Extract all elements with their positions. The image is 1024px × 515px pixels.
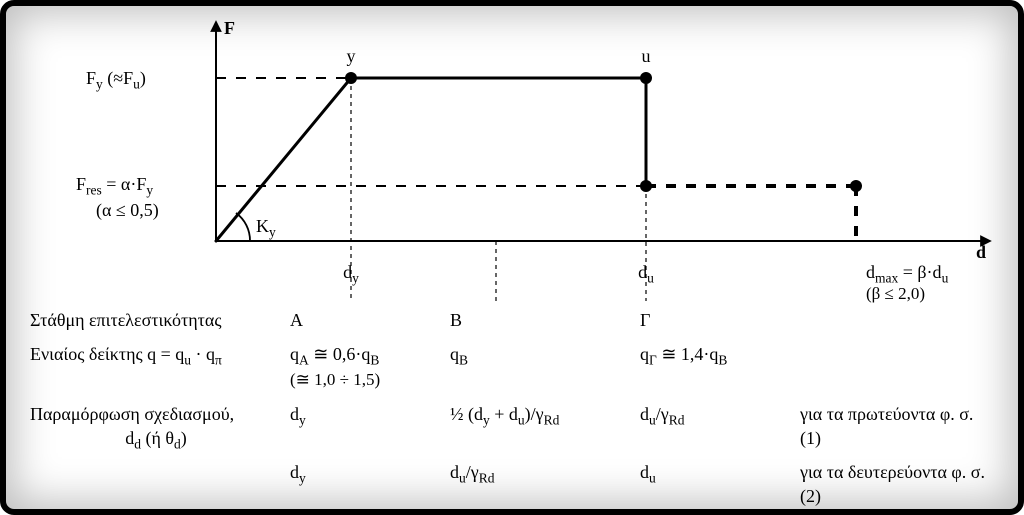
def2-G: du	[636, 458, 796, 486]
tick-dmax: dmax = β·du (β ≤ 2,0)	[866, 262, 948, 304]
x-axis-label: d	[976, 242, 986, 263]
row-unified-index: Ενιαίος δείκτης q = qu · qπ qA ≅ 0,6·qB …	[26, 340, 998, 393]
alpha-note: (α ≤ 0,5)	[96, 200, 159, 221]
index-A: qA ≅ 0,6·qB (≅ 1,0 ÷ 1,5)	[286, 340, 446, 393]
figure-frame: F d Fy (≈Fu) Fres = α·Fy (α ≤ 0,5) y u K…	[0, 0, 1024, 515]
def-label: Παραμόρφωση σχεδιασμού, dd (ή θd)	[26, 400, 286, 453]
legend-table: Στάθμη επιτελεστικότητας A B Γ Ενιαίος δ…	[26, 306, 998, 515]
point-y-label: y	[347, 46, 356, 67]
x-tick-labels: dy du dmax = β·du (β ≤ 2,0)	[6, 262, 1018, 302]
level-B: B	[446, 306, 636, 334]
y-axis-label: F	[224, 18, 235, 39]
row-design-deformation-2: dy du/γRd du για τα δευτερεύοντα φ. σ. (…	[26, 458, 998, 511]
def2-B: du/γRd	[446, 458, 636, 486]
level-G: Γ	[636, 306, 796, 334]
index-G: qΓ ≅ 1,4·qB	[636, 340, 796, 368]
def1-note: για τα πρωτεύοντα φ. σ. (1)	[796, 400, 998, 453]
Fy-label: Fy (≈Fu)	[86, 68, 146, 89]
level-label: Στάθμη επιτελεστικότητας	[26, 306, 286, 334]
level-A: A	[286, 306, 446, 334]
def1-A: dy	[286, 400, 446, 428]
tick-dy: dy	[343, 262, 359, 283]
def1-G: du/γRd	[636, 400, 796, 428]
Fres-label: Fres = α·Fy	[76, 174, 153, 195]
def1-B: ½ (dy + du)/γRd	[446, 400, 636, 428]
row-performance-level: Στάθμη επιτελεστικότητας A B Γ	[26, 306, 998, 334]
Ky-label: Ky	[256, 216, 276, 237]
def2-A: dy	[286, 458, 446, 486]
point-u-label: u	[642, 46, 651, 67]
tick-du: du	[638, 262, 654, 283]
index-label: Ενιαίος δείκτης q = qu · qπ	[26, 340, 286, 368]
index-B: qB	[446, 340, 636, 368]
def2-note: για τα δευτερεύοντα φ. σ. (2)	[796, 458, 998, 511]
row-design-deformation-1: Παραμόρφωση σχεδιασμού, dd (ή θd) dy ½ (…	[26, 400, 998, 453]
force-displacement-chart	[6, 6, 1018, 306]
